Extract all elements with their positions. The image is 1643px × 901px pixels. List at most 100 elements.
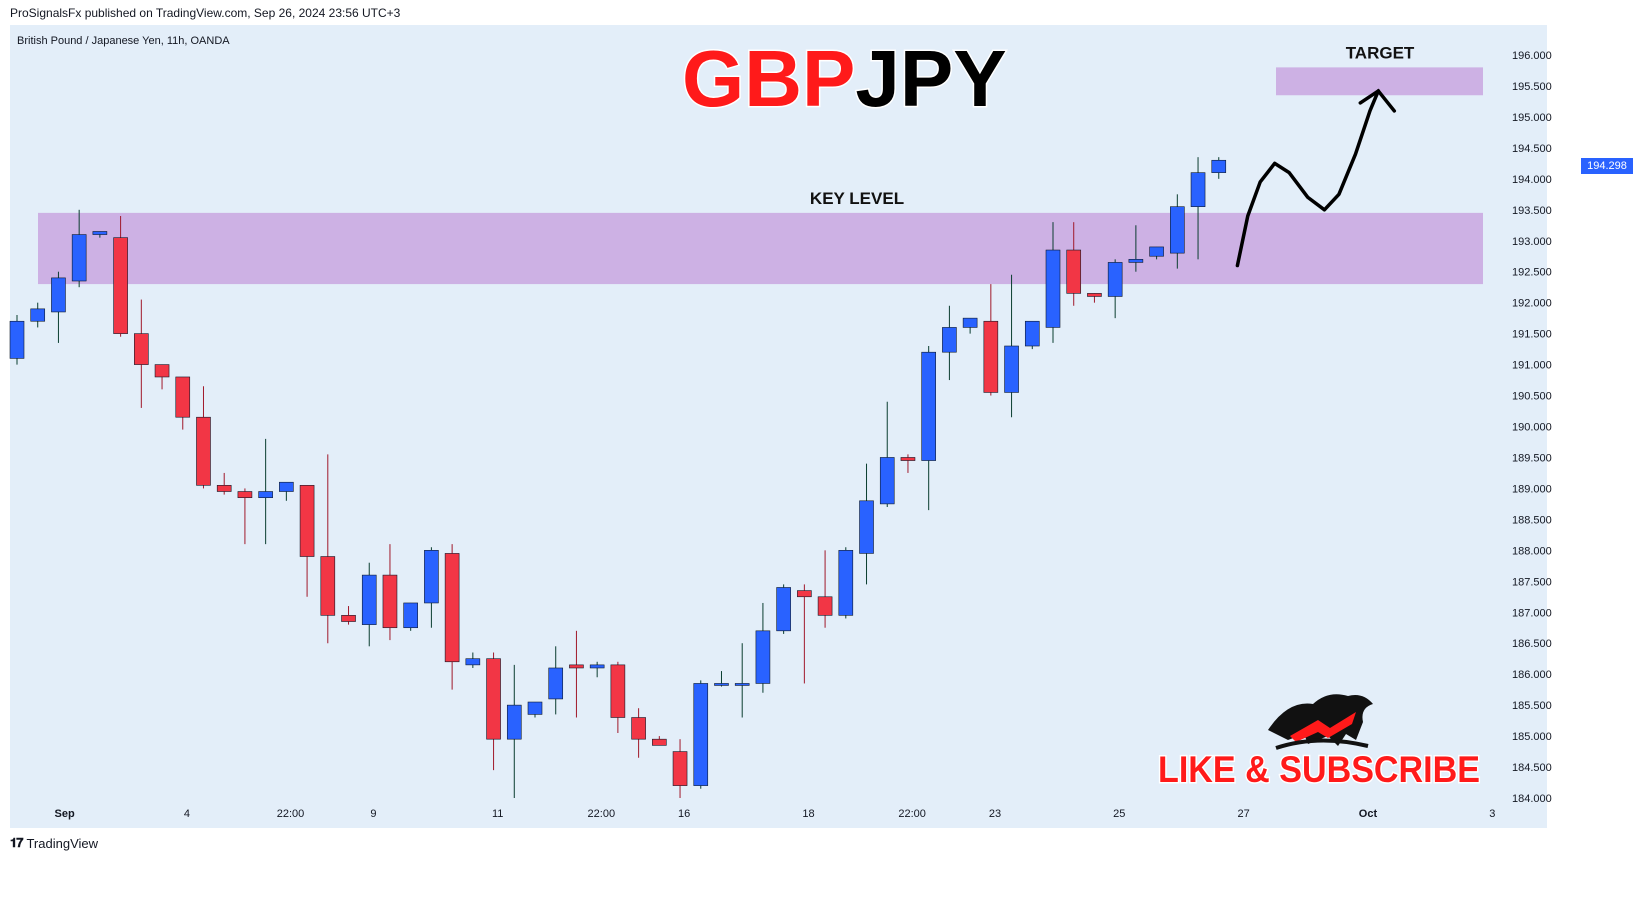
- candle-body: [962, 317, 978, 328]
- candle: [693, 680, 709, 789]
- candle-body: [216, 485, 232, 492]
- candle: [569, 630, 584, 718]
- candle-body: [569, 664, 584, 669]
- y-tick-label: 192.000: [1512, 298, 1552, 310]
- x-tick-label: 16: [678, 808, 690, 820]
- candle: [734, 643, 750, 718]
- candle-body: [900, 457, 916, 461]
- candle-body: [92, 231, 108, 235]
- x-tick-label: 3: [1489, 808, 1495, 820]
- candle-body: [1066, 249, 1082, 294]
- candle: [154, 364, 170, 390]
- y-tick-label: 186.000: [1512, 669, 1552, 681]
- candle-body: [486, 658, 501, 740]
- chart-title-part1: GBP: [682, 34, 855, 123]
- projection-arrow-path: [1235, 89, 1381, 268]
- candle-body: [1149, 246, 1164, 257]
- candle: [1004, 274, 1019, 418]
- candle-body: [1211, 159, 1227, 173]
- x-tick-label: 25: [1113, 808, 1125, 820]
- candle: [486, 652, 501, 771]
- y-tick-label: 185.000: [1512, 731, 1552, 743]
- candle: [1066, 222, 1082, 306]
- y-tick-label: 187.500: [1512, 576, 1552, 588]
- candle: [962, 317, 978, 334]
- y-tick-label: 193.500: [1512, 205, 1552, 217]
- candle-body: [1024, 320, 1040, 347]
- y-tick-label: 191.000: [1512, 360, 1552, 372]
- x-tick-label: 27: [1237, 808, 1249, 820]
- chart-title-part2: JPY: [855, 34, 1006, 123]
- y-tick-label: 193.000: [1512, 236, 1552, 248]
- publisher-header: ProSignalsFx published on TradingView.co…: [10, 6, 400, 20]
- y-tick-label: 188.500: [1512, 514, 1552, 526]
- candle-body: [444, 553, 460, 663]
- y-tick-label: 184.500: [1512, 762, 1552, 774]
- candle-body: [258, 491, 273, 499]
- y-tick-label: 194.500: [1512, 143, 1552, 155]
- candle-body: [631, 717, 646, 740]
- bull-bear-logo-icon: [1268, 694, 1373, 750]
- candle-body: [154, 364, 170, 378]
- candle: [942, 305, 957, 381]
- y-tick-label: 191.500: [1512, 329, 1552, 341]
- candle-body: [921, 351, 936, 461]
- x-tick-label: 18: [802, 808, 814, 820]
- like-subscribe-banner: LIKE & SUBSCRIBE: [1158, 749, 1480, 790]
- candle: [921, 346, 936, 511]
- chart-title: GBPJPY: [682, 34, 1007, 123]
- candle: [672, 739, 688, 798]
- candle-body: [196, 416, 211, 486]
- x-tick-label: 22:00: [898, 808, 926, 820]
- y-tick-label: 192.500: [1512, 267, 1552, 279]
- publisher-line: ProSignalsFx published on TradingView.co…: [10, 6, 401, 20]
- x-tick-label: Oct: [1359, 808, 1378, 820]
- candle: [1128, 225, 1144, 272]
- x-tick-label: 9: [370, 808, 376, 820]
- candle-body: [9, 320, 25, 359]
- candle-body: [589, 664, 605, 669]
- candle-body: [548, 667, 564, 700]
- candle: [983, 284, 999, 396]
- candle-body: [403, 602, 418, 629]
- candle-body: [51, 277, 66, 313]
- candle: [299, 485, 315, 597]
- candle: [1107, 259, 1123, 319]
- candle: [9, 315, 25, 365]
- candle: [361, 562, 377, 647]
- candle: [403, 602, 418, 631]
- candle-body: [714, 683, 729, 686]
- candle-body: [879, 457, 895, 505]
- candle: [237, 488, 253, 545]
- target-label: TARGET: [1346, 43, 1415, 62]
- candle: [755, 602, 771, 693]
- candle-body: [1107, 262, 1123, 297]
- y-tick-label: 196.000: [1512, 50, 1552, 62]
- candle: [527, 701, 543, 718]
- candle-body: [755, 630, 771, 684]
- candle-body: [279, 481, 294, 492]
- candle: [1045, 222, 1061, 343]
- y-tick-label: 194.000: [1512, 174, 1552, 186]
- x-tick-label: 11: [492, 808, 503, 820]
- footer: 𝟏𝟕 TradingView: [10, 835, 98, 851]
- candle: [341, 606, 356, 625]
- candle: [797, 584, 812, 684]
- candle: [1149, 246, 1164, 260]
- y-tick-label: 190.000: [1512, 422, 1552, 434]
- candle-body: [320, 556, 336, 616]
- candle: [1087, 293, 1102, 303]
- candle: [631, 708, 646, 758]
- candle: [1170, 194, 1185, 269]
- x-tick-label: 4: [184, 808, 190, 820]
- candle: [92, 231, 108, 238]
- y-tick-label: 195.500: [1512, 81, 1552, 93]
- candle: [51, 271, 66, 343]
- symbol-info: British Pound / Japanese Yen, 11h, OANDA: [17, 35, 230, 47]
- candle: [610, 661, 626, 733]
- candle-body: [382, 574, 398, 629]
- last-price-tag: 194.298: [1581, 158, 1633, 174]
- candle: [1190, 157, 1206, 260]
- candle-body: [30, 308, 46, 322]
- candle: [216, 472, 232, 495]
